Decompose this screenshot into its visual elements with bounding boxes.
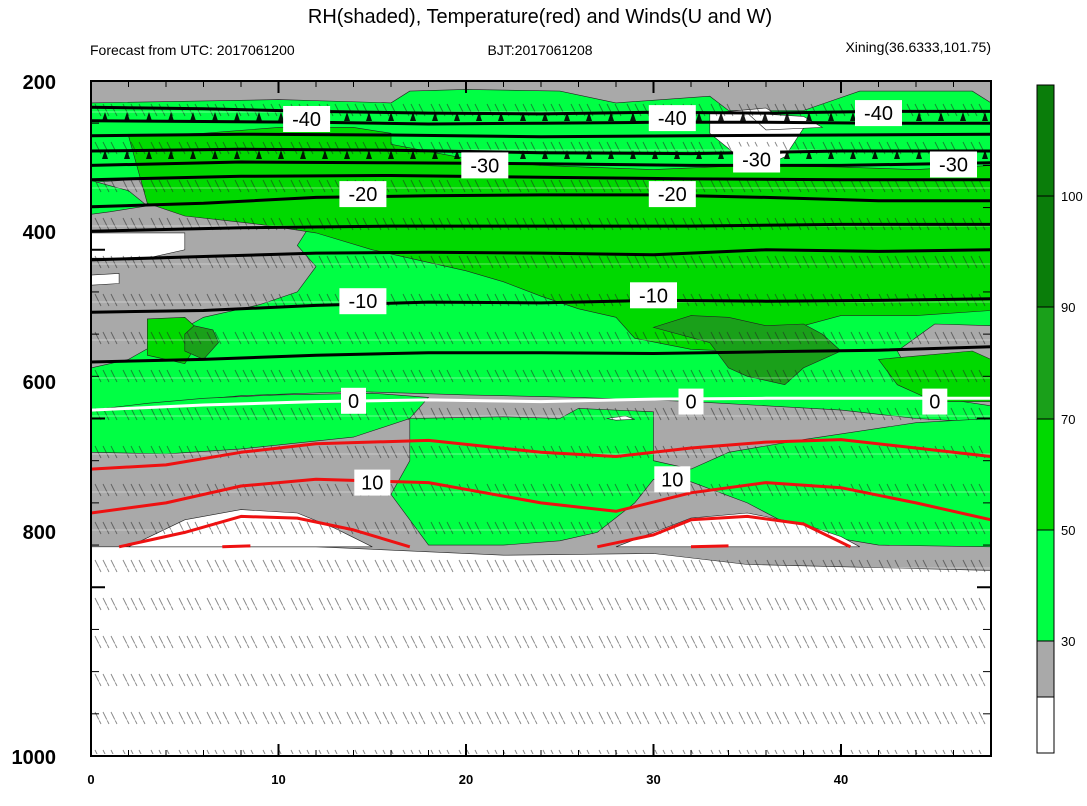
y-tick-400: 400 <box>23 222 56 244</box>
forecast-label: Forecast from UTC: 2017061200 <box>90 42 295 58</box>
contour-label-2: -40 <box>864 103 893 125</box>
contour-label-12: 0 <box>929 392 940 414</box>
contour-label-11: 0 <box>685 392 696 414</box>
plot-area <box>91 81 991 756</box>
x-axis-labels: 0 10 20 30 40 <box>87 772 848 787</box>
bjt-label: BJT:2017061208 <box>487 42 592 58</box>
colorbar-label-30: 30 <box>1061 634 1075 649</box>
contour-label-0: -40 <box>292 109 321 131</box>
contour-label-3: -30 <box>470 155 499 177</box>
colorbar-swatch-grey <box>1037 641 1054 697</box>
y-tick-200: 200 <box>23 72 56 94</box>
colorbar-label-70: 70 <box>1061 412 1075 427</box>
y-tick-600: 600 <box>23 372 56 394</box>
y-axis-labels: 200 400 600 800 1000 <box>12 72 57 769</box>
contour-label-6: -20 <box>348 184 377 206</box>
contour-label-8: -10 <box>348 291 377 313</box>
y-tick-800: 800 <box>23 522 56 544</box>
wind-barbs <box>91 94 991 754</box>
contour-label-7: -20 <box>658 184 687 206</box>
x-tick-30: 30 <box>646 772 660 787</box>
colorbar-swatch-dark-green <box>1037 307 1054 419</box>
x-tick-20: 20 <box>459 772 473 787</box>
x-tick-10: 10 <box>271 772 285 787</box>
contour-label-13: 10 <box>361 473 383 495</box>
x-tick-40: 40 <box>834 772 848 787</box>
colorbar-swatch-light-green <box>1037 530 1054 641</box>
colorbar-swatch-darker-green <box>1037 196 1054 307</box>
isotherm-red-5 <box>691 546 729 547</box>
colorbar-swatch-white <box>1037 697 1054 753</box>
contour-label-14: 10 <box>661 469 683 491</box>
contour-label-1: -40 <box>658 108 687 130</box>
contour-label-4: -30 <box>742 150 771 172</box>
station-label: Xining(36.6333,101.75) <box>845 39 991 55</box>
y-tick-1000: 1000 <box>12 747 57 769</box>
colorbar-label-50: 50 <box>1061 523 1075 538</box>
contour-label-9: -10 <box>639 285 668 307</box>
x-tick-0: 0 <box>87 772 94 787</box>
colorbar: 30 50 70 90 100 <box>1037 85 1083 753</box>
colorbar-label-90: 90 <box>1061 300 1075 315</box>
contour-label-10: 0 <box>348 391 359 413</box>
colorbar-swatch-darkest-green <box>1037 85 1054 196</box>
isotherm-red-3 <box>222 546 250 547</box>
colorbar-swatch-green <box>1037 419 1054 530</box>
colorbar-label-100: 100 <box>1061 189 1083 204</box>
chart-title: RH(shaded), Temperature(red) and Winds(U… <box>308 6 772 28</box>
contour-label-5: -30 <box>939 155 968 177</box>
